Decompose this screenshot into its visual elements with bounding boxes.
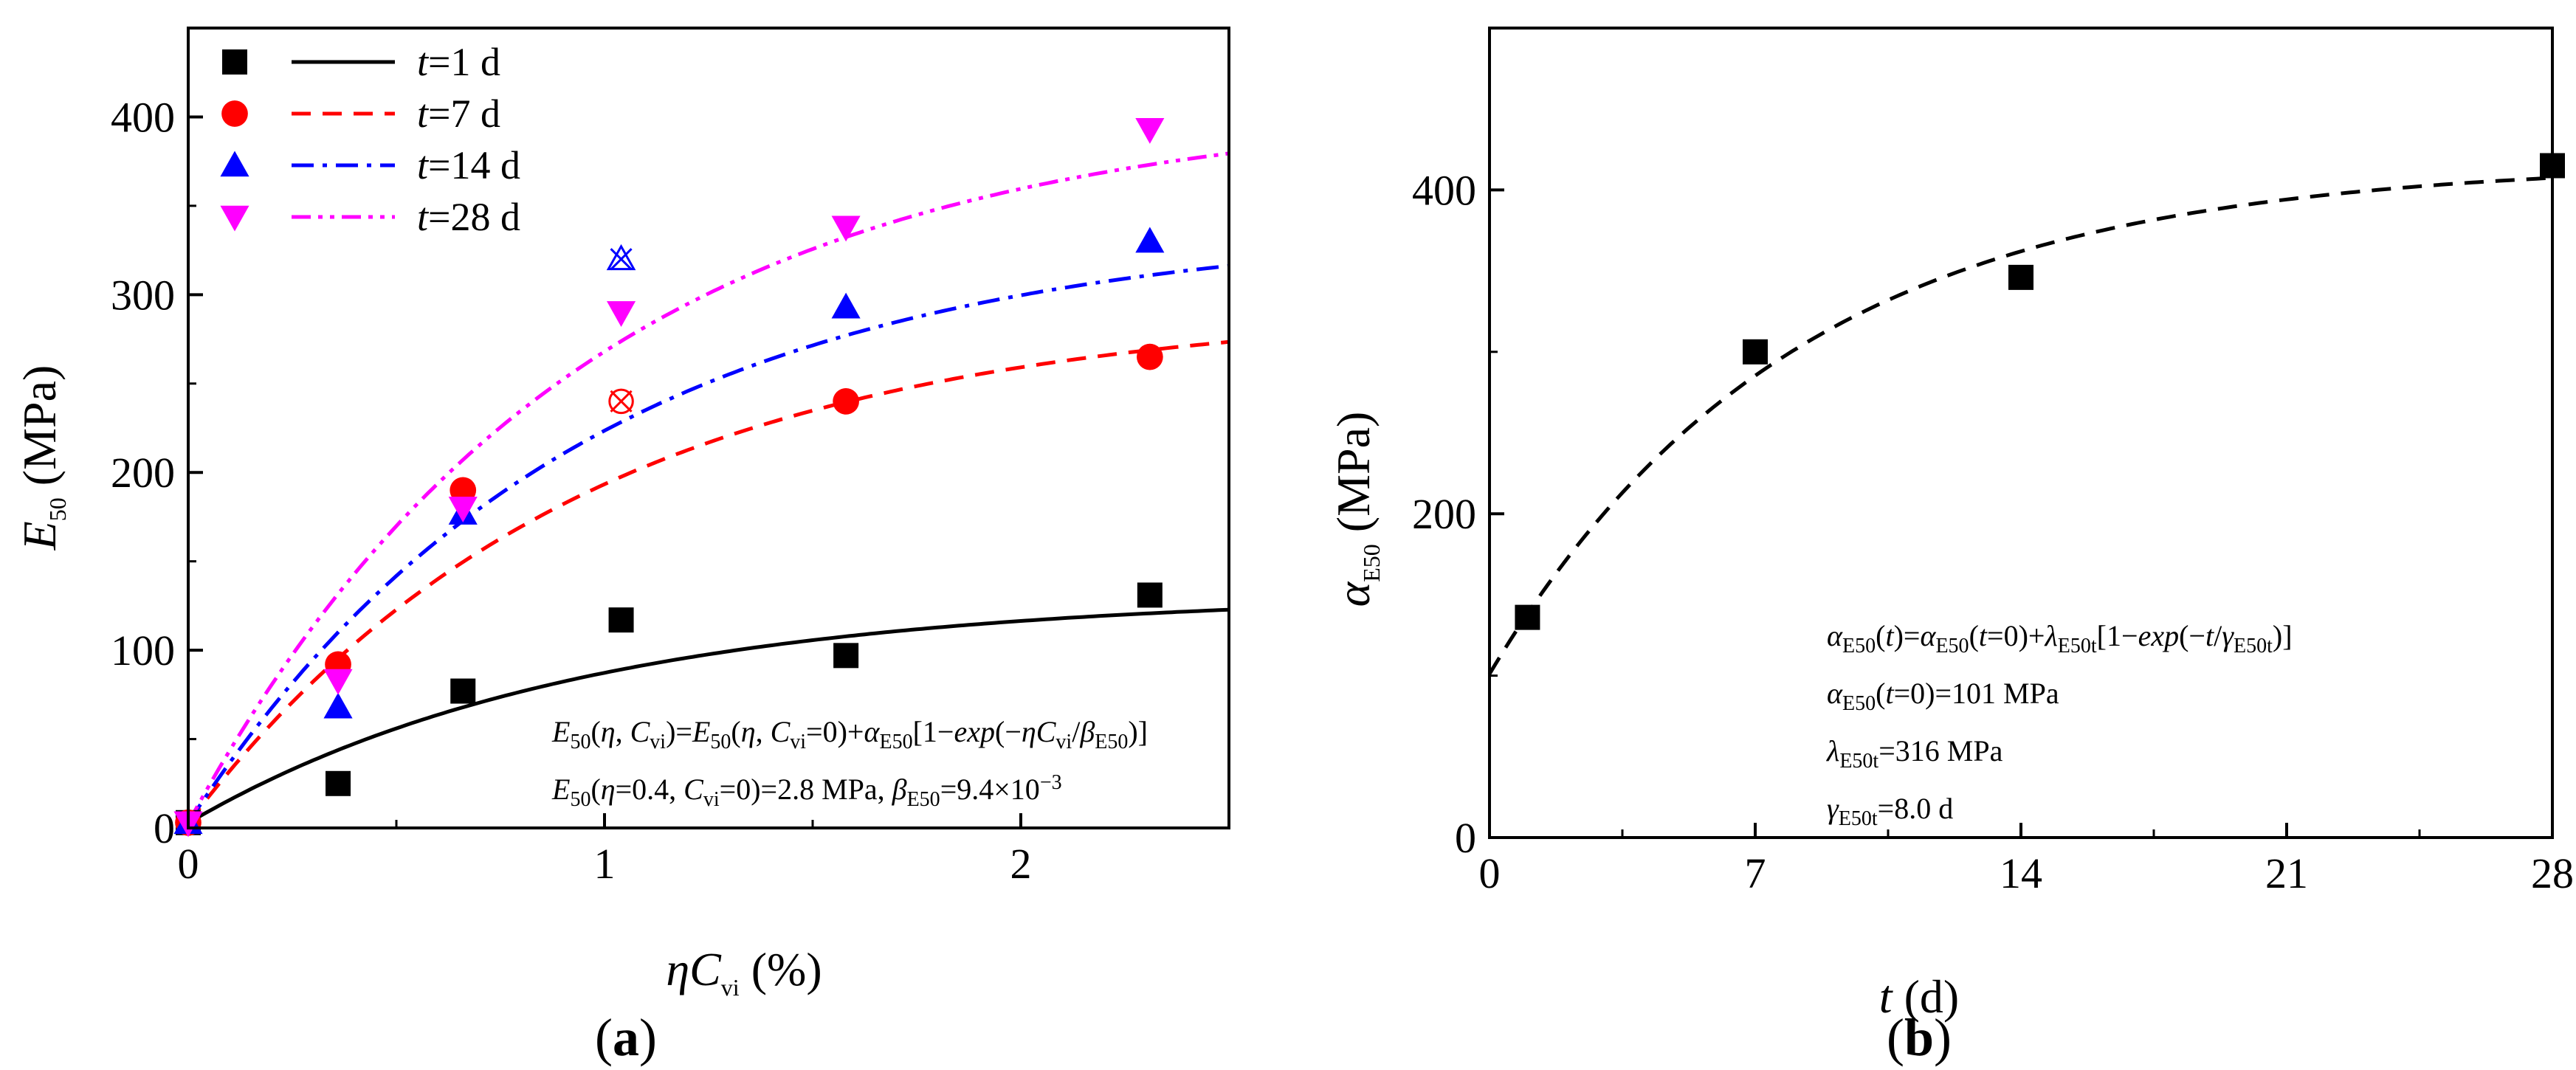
y-tick-label: 400 [111,93,175,141]
data-point [831,215,861,242]
panel-b-data-points [1515,153,2565,630]
data-point [1135,227,1165,253]
data-point [450,678,476,704]
fit-curve-t-14-d [186,263,1230,824]
x-tick-label: 2 [1010,840,1032,888]
y-tick-label: 200 [1412,490,1476,538]
panel-a-x-axis-title: ηCvi (%) [666,943,822,1001]
panel-b-plot-frame [1488,27,2554,839]
panel-a-xlabel-main: ηC [666,943,722,995]
y-tick-label: 400 [1412,166,1476,214]
panel-a-xlabel-unit: (%) [740,943,822,995]
y-tick-label: 300 [111,271,175,319]
panel-b-ylabel-unit: (MPa) [1327,412,1380,545]
x-tick-label: 21 [2265,849,2308,897]
panel-b-ticks: 0 7 14 21 28 0 200 400 [1412,166,2574,897]
x-tick-label: 14 [2000,849,2042,897]
panel-b-ylabel-sub: E50 [1358,544,1385,582]
fit-curve-t-1-d [187,607,1230,825]
panel-a-plot-frame [187,27,1230,829]
y-tick-label: 100 [111,627,175,674]
y-tick-label: 200 [111,449,175,497]
panel-a-ylabel-unit: (MPa) [13,365,66,498]
fit-curve-t-28-d [186,151,1230,824]
data-point [833,388,859,415]
data-point [1135,118,1165,144]
legend-label: t=7 d [417,92,500,136]
data-point [1137,582,1163,608]
panel-a-ticks: 0 1 2 0 100 200 300 400 [111,93,1032,888]
panel-b: 0 7 14 21 28 0 200 400 αE50(t)=αE50(t=0)+λE50t[… [1327,27,2574,1067]
panel-b-equation: αE50(t)=αE50(t=0)+λE50t[1−exp(−t/γE50t)]… [1826,619,2293,830]
x-tick-label: 0 [1479,849,1501,897]
excluded-cross-mark [610,248,633,271]
data-point [2008,264,2033,290]
panel-a-xlabel-sub: vi [721,974,740,1001]
x-tick-label: 7 [1745,849,1766,897]
panel-b-label: (b) [1887,1008,1952,1067]
data-point [1743,339,1768,365]
legend-marker [221,100,248,127]
panel-b-ylabel-main: α [1327,581,1380,607]
panel-b-x-axis-title: t (d) [1879,970,1959,1023]
data-point [607,301,636,327]
panel-a-ylabel-main: E [13,521,66,550]
excluded-data-point [606,244,636,271]
data-point [833,643,859,669]
legend-entry: t=14 d [220,143,520,187]
data-point [323,669,353,695]
x-tick-label: 0 [178,840,199,888]
excluded-cross-mark [610,390,633,413]
panel-b-fit-curve [1487,176,2553,675]
x-tick-label: 1 [594,840,616,888]
data-point [326,770,351,796]
panel-a-legend: t=1 d t=7 d t=14 d t=28 d [220,40,520,239]
legend-marker [220,151,249,177]
data-point [831,292,861,319]
data-point [1136,343,1163,370]
panel-a-equation: E50(η, Cvi)=E50(η, Cvi=0)+αE50[1−exp(−ηC… [551,715,1148,811]
data-point [1515,604,1540,630]
legend-label: t=1 d [417,40,500,84]
x-tick-label: 28 [2531,849,2574,897]
legend-entry: t=1 d [222,40,500,84]
legend-entry: t=7 d [221,92,500,136]
legend-marker [220,205,249,232]
panel-b-xlabel-unit: (d) [1893,970,1960,1023]
data-point [448,497,478,522]
excluded-data-point [608,388,634,415]
legend-label: t=14 d [417,143,520,187]
data-point [608,607,634,633]
legend-entry: t=28 d [220,195,520,239]
panel-b-xlabel-main: t [1879,970,1894,1023]
panel-a-label: (a) [595,1008,657,1067]
data-point [323,692,353,719]
panel-a-y-axis-title: E50 (MPa) [13,365,71,551]
panel-a-fit-curves [186,151,1230,825]
fit-curve-alpha-E50 [1487,176,2553,675]
y-tick-label: 0 [154,804,175,852]
panel-b-y-axis-title: αE50 (MPa) [1327,412,1385,607]
legend-label: t=28 d [417,195,520,239]
y-tick-label: 0 [1455,814,1476,862]
fit-curve-t-7-d [187,339,1230,824]
panel-a-ylabel-sub: 50 [44,497,71,521]
legend-marker [222,49,247,75]
